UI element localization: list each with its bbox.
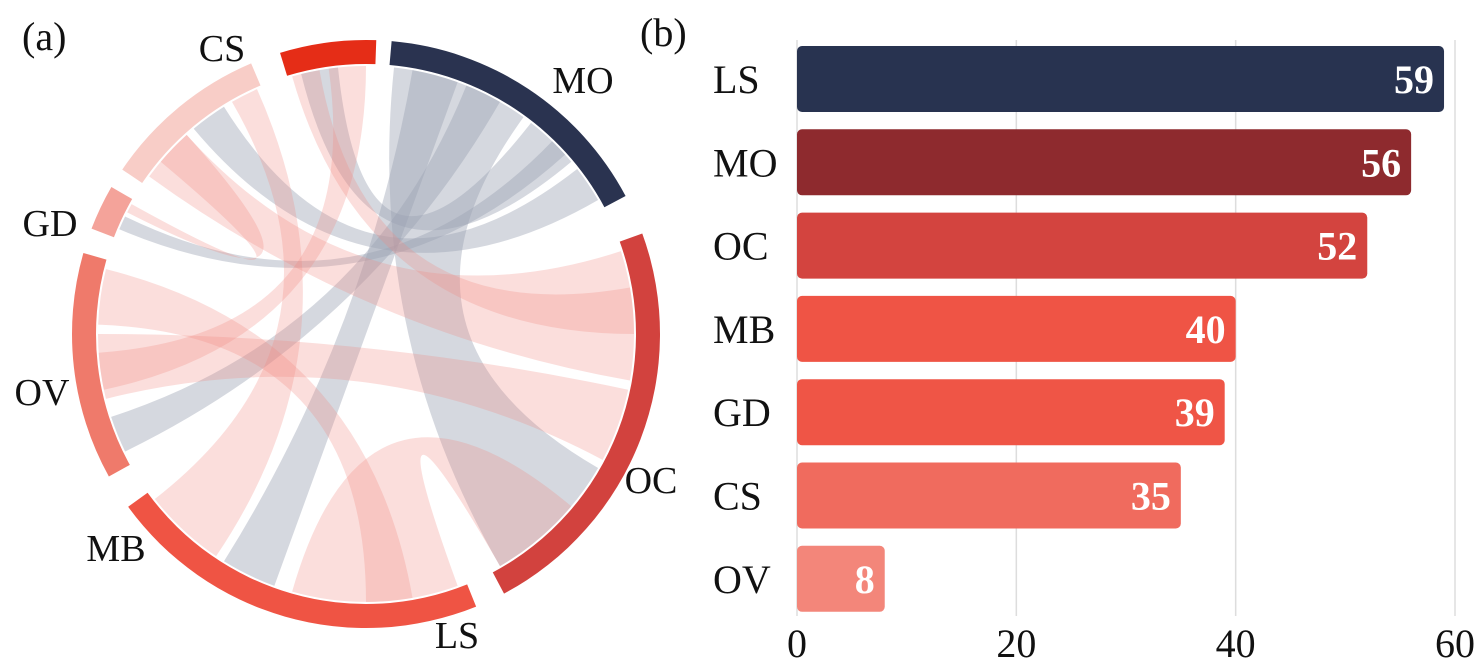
arc-oc	[492, 233, 660, 594]
category-label-oc: OC	[713, 224, 769, 269]
ribbon-ls-oc	[292, 437, 572, 602]
value-label-ov: 8	[855, 557, 875, 602]
category-label-mb: MB	[713, 307, 775, 352]
arc-mb	[71, 252, 130, 477]
bar-ov	[797, 545, 885, 612]
value-label-gd: 39	[1175, 390, 1215, 435]
panel-label-b: (b)	[640, 10, 687, 55]
chord-label-ov: OV	[15, 372, 70, 414]
category-label-ls: LS	[713, 57, 760, 102]
arc-mo	[389, 41, 626, 208]
chord-label-oc: OC	[625, 460, 678, 502]
value-label-oc: 52	[1317, 224, 1357, 269]
chord-label-ls: LS	[435, 615, 479, 657]
x-tick-label-40: 40	[1216, 621, 1256, 666]
x-tick-label-20: 20	[996, 621, 1036, 666]
x-tick-labels: 0 20 40 60	[787, 621, 1475, 666]
category-label-cs: CS	[713, 474, 762, 519]
value-label-mb: 40	[1186, 307, 1226, 352]
ribbon-gd-ov	[127, 134, 264, 260]
chord-label-mb: MB	[86, 528, 145, 570]
ribbon-mo-cs	[301, 67, 572, 231]
chord-diagram-panel: (a) MO OC LS MB OV GD CS	[15, 14, 678, 657]
bar-cs	[797, 462, 1181, 529]
bar-mo	[797, 129, 1412, 196]
value-label-mo: 56	[1361, 140, 1401, 185]
arc-ls	[128, 492, 477, 629]
ribbon-mo-oc	[389, 67, 599, 567]
category-label-ov: OV	[713, 557, 771, 602]
category-label-gd: GD	[713, 390, 771, 435]
ribbon-mb-cs	[98, 66, 366, 390]
ribbon-oc-gd	[149, 134, 634, 381]
bar-oc	[797, 212, 1368, 279]
category-label-mo: MO	[713, 140, 777, 185]
chord-label-cs: CS	[199, 28, 245, 70]
arc-gd	[122, 63, 261, 184]
chord-labels: MO OC LS MB OV GD CS	[15, 28, 678, 657]
x-tick-label-0: 0	[787, 621, 807, 666]
value-label-ls: 59	[1394, 57, 1434, 102]
ribbon-cs-oc	[292, 70, 634, 334]
ribbon-mo-mb	[111, 85, 500, 452]
bar-mb	[797, 295, 1236, 362]
bar-gd	[797, 379, 1225, 446]
chord-arcs	[71, 40, 660, 629]
chord-label-mo: MO	[552, 60, 613, 102]
value-label-cs: 35	[1131, 474, 1171, 519]
ribbon-mo-gd	[193, 106, 599, 253]
ribbon-oc-mb	[98, 334, 629, 460]
bar-ls	[797, 46, 1445, 112]
arc-ov	[91, 187, 133, 238]
arc-cs	[280, 40, 377, 76]
chord-label-gd: GD	[23, 203, 78, 245]
ribbon-ls-mb	[98, 269, 413, 602]
category-labels: LS MO OC MB GD CS OV	[713, 57, 777, 602]
x-tick-label-60: 60	[1435, 621, 1475, 666]
chord-ribbons	[98, 66, 634, 602]
ribbon-mo-ls	[223, 70, 458, 586]
panel-label-a: (a)	[22, 14, 66, 59]
ribbon-ls-gd	[154, 89, 303, 557]
